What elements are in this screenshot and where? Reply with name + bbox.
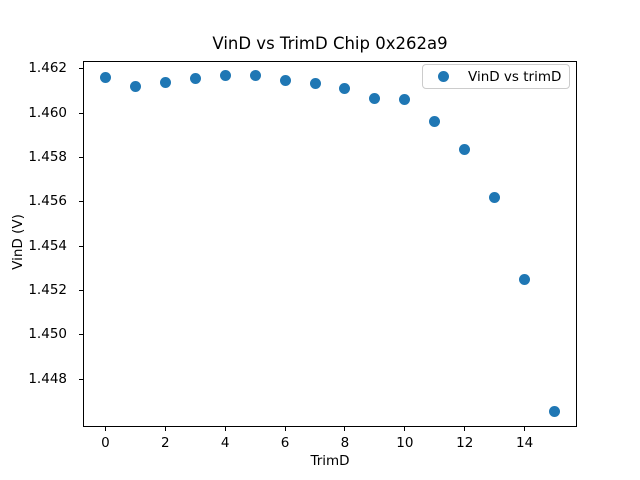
x-tick-label: 12 (456, 435, 474, 451)
y-tick-mark (79, 112, 83, 114)
scatter-point (219, 69, 231, 81)
scatter-point (459, 143, 471, 155)
legend-label: VinD vs trimD (468, 68, 562, 85)
plot-area (83, 61, 577, 427)
x-tick-mark (104, 427, 106, 431)
scatter-point (279, 74, 291, 86)
y-tick-mark (79, 290, 83, 292)
scatter-point (369, 92, 381, 104)
x-tick-label: 0 (101, 435, 110, 451)
x-tick-mark (404, 427, 406, 431)
y-tick-label: 1.458 (28, 149, 67, 166)
scatter-point (339, 82, 351, 94)
x-tick-mark (344, 427, 346, 431)
y-tick-label: 1.450 (28, 326, 67, 343)
y-tick-mark (79, 201, 83, 203)
x-tick-label: 6 (280, 435, 290, 451)
scatter-point (249, 69, 261, 81)
scatter-point (189, 73, 201, 85)
y-tick-label: 1.452 (28, 282, 67, 299)
scatter-point (399, 94, 411, 106)
x-tick-mark (524, 427, 526, 431)
scatter-point (519, 273, 531, 285)
scatter-point (99, 72, 111, 84)
scatter-point (549, 405, 561, 417)
y-tick-label: 1.462 (28, 60, 67, 77)
y-tick-mark (79, 245, 83, 247)
x-axis-label: TrimD (310, 453, 350, 469)
chart-title: VinD vs TrimD Chip 0x262a9 (212, 34, 448, 53)
x-tick-label: 4 (220, 435, 230, 451)
scatter-point (489, 191, 501, 203)
y-tick-label: 1.454 (28, 237, 67, 254)
y-tick-label: 1.448 (28, 370, 67, 387)
y-tick-label: 1.460 (28, 104, 67, 121)
x-tick-label: 14 (516, 435, 534, 451)
x-tick-label: 8 (340, 435, 350, 451)
x-tick-mark (164, 427, 166, 431)
y-tick-label: 1.456 (28, 193, 67, 210)
y-tick-mark (79, 378, 83, 380)
scatter-point (159, 77, 171, 89)
scatter-point (429, 115, 441, 127)
y-tick-mark (79, 334, 83, 336)
scatter-point (309, 78, 321, 90)
x-tick-label: 2 (161, 435, 170, 451)
scatter-point (129, 81, 141, 93)
y-tick-mark (79, 68, 83, 70)
y-axis-label: VinD (V) (10, 214, 26, 270)
x-tick-label: 10 (396, 435, 414, 451)
x-tick-mark (284, 427, 286, 431)
legend-marker-icon (438, 71, 449, 82)
x-tick-mark (464, 427, 466, 431)
x-tick-mark (224, 427, 226, 431)
y-tick-mark (79, 157, 83, 159)
legend: VinD vs trimD (422, 64, 570, 89)
